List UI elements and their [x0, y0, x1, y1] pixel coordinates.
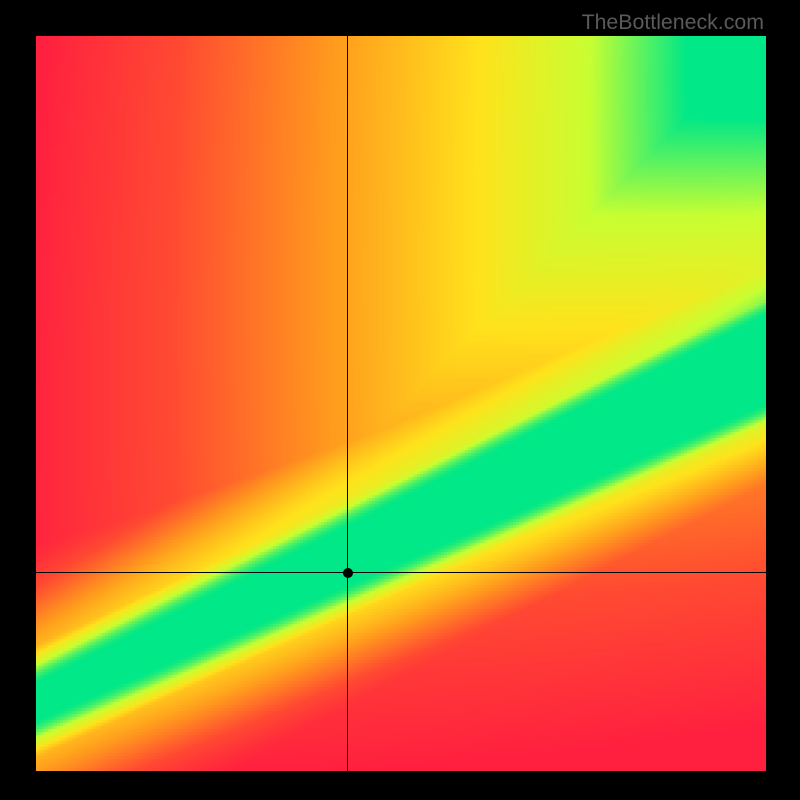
root-container: TheBottleneck.com [0, 0, 800, 800]
crosshair-horizontal [36, 572, 766, 573]
watermark-text: TheBottleneck.com [582, 10, 764, 35]
crosshair-vertical [347, 36, 348, 771]
heatmap-canvas [36, 36, 766, 771]
crosshair-dot [343, 568, 353, 578]
